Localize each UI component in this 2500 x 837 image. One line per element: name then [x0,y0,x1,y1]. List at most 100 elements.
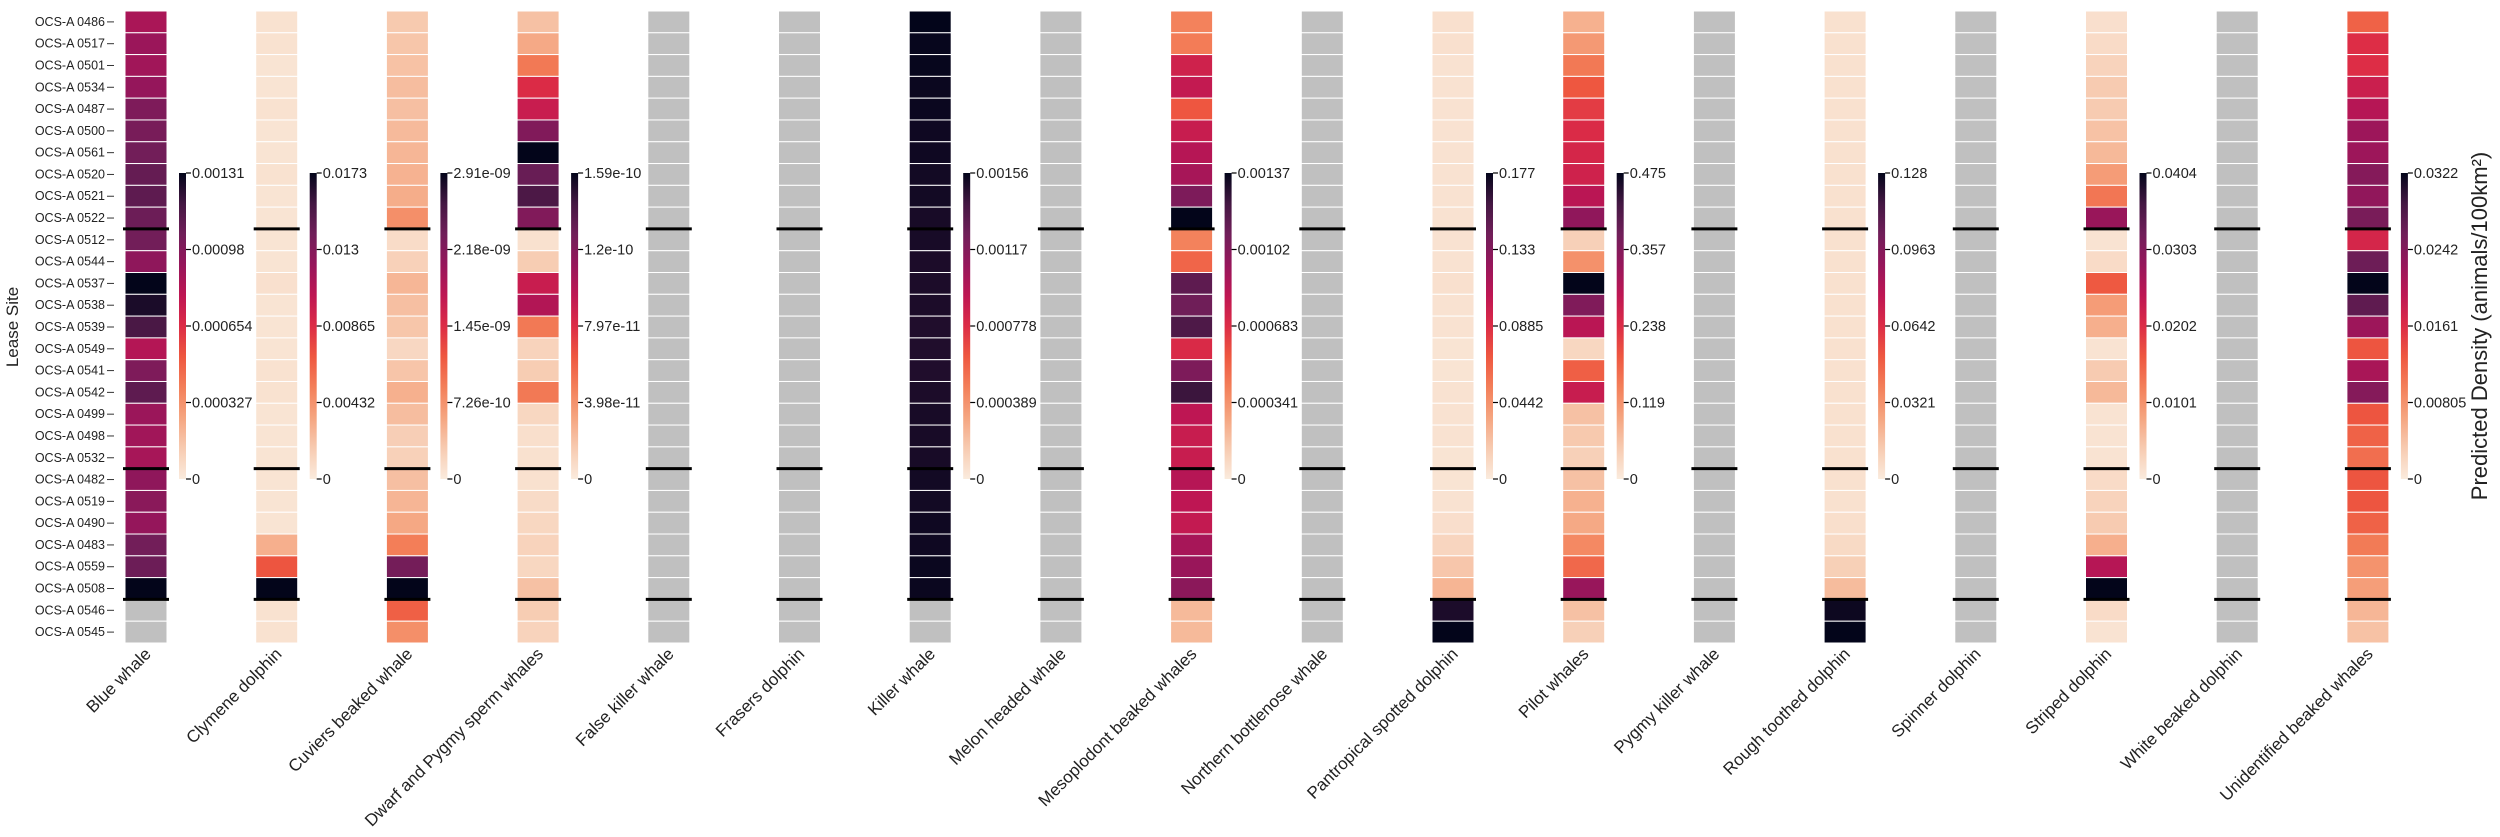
heatmap-cell [2346,533,2390,557]
heatmap-cell [647,250,691,274]
colorbar: 0 7.26e-10 1.45e-09 2.18e-09 2.91e-09 [440,166,511,488]
heatmap-cell [1692,598,1736,622]
heatmap-cell [1039,293,1083,317]
heatmap-cell [2346,598,2390,622]
row-label: OCS-A 0486 [35,15,105,29]
heatmap-cell [647,97,691,121]
heatmap-cell [1431,489,1475,513]
heatmap-cell [1170,293,1214,317]
heatmap-cell [1954,446,1998,470]
heatmap-cell [255,32,299,56]
heatmap-cell [1692,163,1736,186]
heatmap-cell [1954,511,1998,535]
heatmap-cell [1300,598,1344,622]
species-column [2344,10,2391,644]
heatmap-cell [516,468,560,491]
heatmap-cell [778,272,821,295]
heatmap-cell [2085,293,2128,317]
heatmap-cell [516,250,560,274]
heatmap-cell [1039,97,1083,121]
heatmap-cell [647,380,691,404]
heatmap-cell [385,184,429,208]
heatmap-cell [2346,380,2390,404]
heatmap-cell [1823,446,1867,470]
heatmap-cell [908,10,952,34]
heatmap-cell [1954,337,1998,361]
species-column [1037,10,1084,644]
heatmap-cell [1170,424,1214,448]
heatmap-cell [1431,10,1475,34]
heatmap-cell [1170,184,1214,208]
heatmap-cell [2085,119,2128,143]
heatmap-cell [647,446,691,470]
heatmap-cell [124,577,168,600]
heatmap-cell [647,228,691,252]
heatmap-cell [1039,141,1083,165]
heatmap-cell [647,272,691,295]
heatmap-cell [2346,206,2390,230]
row-label: OCS-A 0482 [35,473,105,487]
heatmap-cell [1431,315,1475,339]
heatmap-cell [124,533,168,557]
heatmap-cell [1823,337,1867,361]
species-column [1168,10,1215,644]
heatmap-cell [1823,75,1867,99]
heatmap-cell [1954,380,1998,404]
heatmap-cell [1039,555,1083,579]
heatmap-cell [908,141,952,165]
heatmap-cell [516,54,560,77]
heatmap-cell [1431,620,1475,644]
heatmap-cell [1170,272,1214,295]
heatmap-cell [2215,228,2259,252]
heatmap-cell [647,468,691,491]
heatmap-cell [1431,577,1475,600]
heatmap-cell [1431,402,1475,426]
heatmap-cell [1431,250,1475,274]
colorbar-tick-label: 0 [1499,472,1507,488]
heatmap-cell [2215,32,2259,56]
species-column [384,10,431,644]
heatmap-cell [2346,250,2390,274]
heatmap-cell [1039,272,1083,295]
heatmap-cell [1954,293,1998,317]
heatmap-cell [1562,250,1606,274]
heatmap-cell [1039,163,1083,186]
colorbar-tick-label: 0.000389 [976,396,1036,412]
heatmap-cell [1039,468,1083,491]
heatmap-cell [1300,163,1344,186]
heatmap-cell [908,97,952,121]
heatmap-cell [1823,141,1867,165]
heatmap-cell [2085,163,2128,186]
heatmap-cell [908,272,952,295]
colorbar-tick-label: 0 [1238,472,1246,488]
heatmap-cell [516,228,560,252]
heatmap-cell [1562,402,1606,426]
heatmap-cell [647,533,691,557]
heatmap-cell [1823,424,1867,448]
heatmap-cell [1300,10,1344,34]
heatmap-cell [1300,359,1344,382]
heatmap-cell [1954,10,1998,34]
heatmap-cell [2215,380,2259,404]
heatmap-cell [778,32,821,56]
heatmap-cell [1954,315,1998,339]
heatmap-cell [1562,141,1606,165]
heatmap-cell [1692,555,1736,579]
colorbar-tick-label: 0.0202 [2153,319,2197,335]
row-label: OCS-A 0520 [35,167,105,181]
heatmap-cell [1431,511,1475,535]
heatmap-cell [1692,293,1736,317]
species-label: Pantropical spotted dolphin [1303,644,1461,802]
heatmap-cell [1300,206,1344,230]
colorbar-tick-label: 0 [584,472,592,488]
heatmap-cell [1039,32,1083,56]
heatmap-cell [1954,119,1998,143]
species-label: Frasers dolphin [712,644,808,740]
heatmap-cell [908,359,952,382]
colorbar-tick-label: 2.18e-09 [453,243,510,259]
heatmap-cell [1823,380,1867,404]
heatmap-cell [778,228,821,252]
row-label: OCS-A 0546 [35,603,105,617]
heatmap-cell [1562,380,1606,404]
heatmap-cell [1562,424,1606,448]
